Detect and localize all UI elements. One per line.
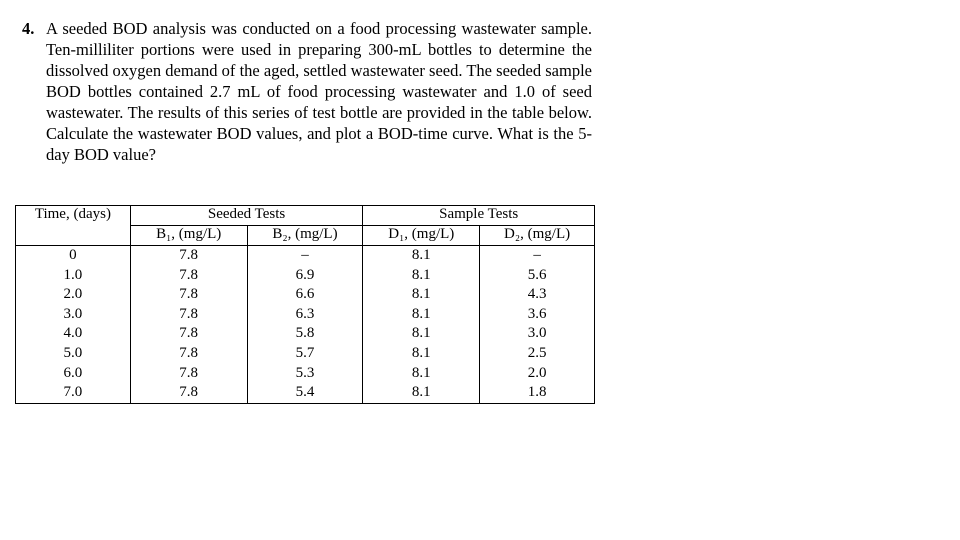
table-row: 3.0 7.8 6.3 8.1 3.6 — [15, 304, 595, 325]
d1-cell: 8.1 — [362, 304, 481, 325]
b2-cell: 6.9 — [247, 265, 364, 286]
table-row: 7.0 7.8 5.4 8.1 1.8 — [15, 383, 595, 404]
b1-cell: 7.8 — [130, 304, 248, 325]
b1-header: B₁, (mg/L) — [130, 225, 248, 246]
b2-cell: 5.3 — [247, 363, 364, 384]
b1-cell: 7.8 — [130, 343, 248, 364]
d2-cell: 3.6 — [527, 305, 547, 322]
b2-cell: 5.8 — [247, 324, 364, 344]
b1-cell: 7.8 — [130, 245, 248, 266]
table-row: 1.0 7.8 6.9 8.1 5.6 — [15, 265, 595, 286]
bod-data-table: Time, (days) Seeded Tests Sample Tests B… — [15, 205, 595, 404]
problem-text: A seeded BOD analysis was conducted on a… — [46, 19, 592, 164]
time-cell: 5.0 — [15, 343, 131, 364]
time-header: Time, (days) — [15, 205, 131, 246]
time-cell: 4.0 — [15, 324, 131, 344]
b2-cell: 6.6 — [247, 285, 364, 305]
b1-cell: 7.8 — [130, 285, 248, 305]
d2-cell: 1.8 — [527, 384, 547, 401]
time-cell: 2.0 — [15, 285, 131, 305]
time-cell: 1.0 — [15, 265, 131, 286]
d2-cell: 4.3 — [527, 286, 547, 303]
d1-cell: 8.1 — [362, 285, 481, 305]
time-cell: 0 — [15, 245, 131, 266]
table-body: 0 7.8–8.1–1.0 7.8 6.9 8.1 5.6 2.0 7.8 6.6 8.1 4.3 3… — [15, 245, 595, 404]
time-cell: 3.0 — [15, 304, 131, 325]
d2-cell: 2.0 — [527, 364, 547, 381]
d2-cell: 3.0 — [527, 325, 547, 342]
time-cell: 7.0 — [15, 383, 131, 404]
b1-cell: 7.8 — [130, 383, 248, 404]
table-row: 0 7.8–8.1– — [15, 245, 595, 266]
b2-cell: 5.4 — [247, 383, 364, 404]
table-row: 6.0 7.8 5.3 8.1 2.0 — [15, 363, 595, 384]
problem-number: 4. — [22, 19, 35, 38]
b1-cell: 7.8 — [130, 324, 248, 344]
sample-tests-header: Sample Tests — [439, 206, 519, 222]
d1-cell: 8.1 — [362, 383, 481, 404]
time-cell: 6.0 — [15, 363, 131, 384]
b2-cell: 5.7 — [247, 343, 364, 364]
b1-cell: 7.8 — [130, 363, 248, 384]
b2-cell: – — [247, 245, 364, 266]
table-row: 5.0 7.8 5.7 8.1 2.5 — [15, 343, 595, 364]
d2-cell: – — [533, 247, 541, 263]
d1-header: D₁, (mg/L) — [362, 225, 481, 246]
d1-cell: 8.1 — [362, 363, 481, 384]
d2-cell: 2.5 — [527, 344, 547, 361]
seeded-tests-header: Seeded Tests — [130, 205, 364, 226]
d1-cell: 8.1 — [362, 265, 481, 286]
problem-statement: 4. A seeded BOD analysis was conducted o… — [22, 18, 592, 165]
d1-cell: 8.1 — [362, 343, 481, 364]
b1-cell: 7.8 — [130, 265, 248, 286]
table-row: 2.0 7.8 6.6 8.1 4.3 — [15, 285, 595, 305]
d2-header: D₂, (mg/L) — [479, 225, 595, 246]
d2-cell: 5.6 — [527, 266, 547, 283]
table-row: 4.0 7.8 5.8 8.1 3.0 — [15, 324, 595, 344]
b2-cell: 6.3 — [247, 304, 364, 325]
d1-cell: 8.1 — [362, 324, 481, 344]
b2-header: B₂, (mg/L) — [247, 225, 364, 246]
d1-cell: 8.1 — [362, 245, 481, 266]
